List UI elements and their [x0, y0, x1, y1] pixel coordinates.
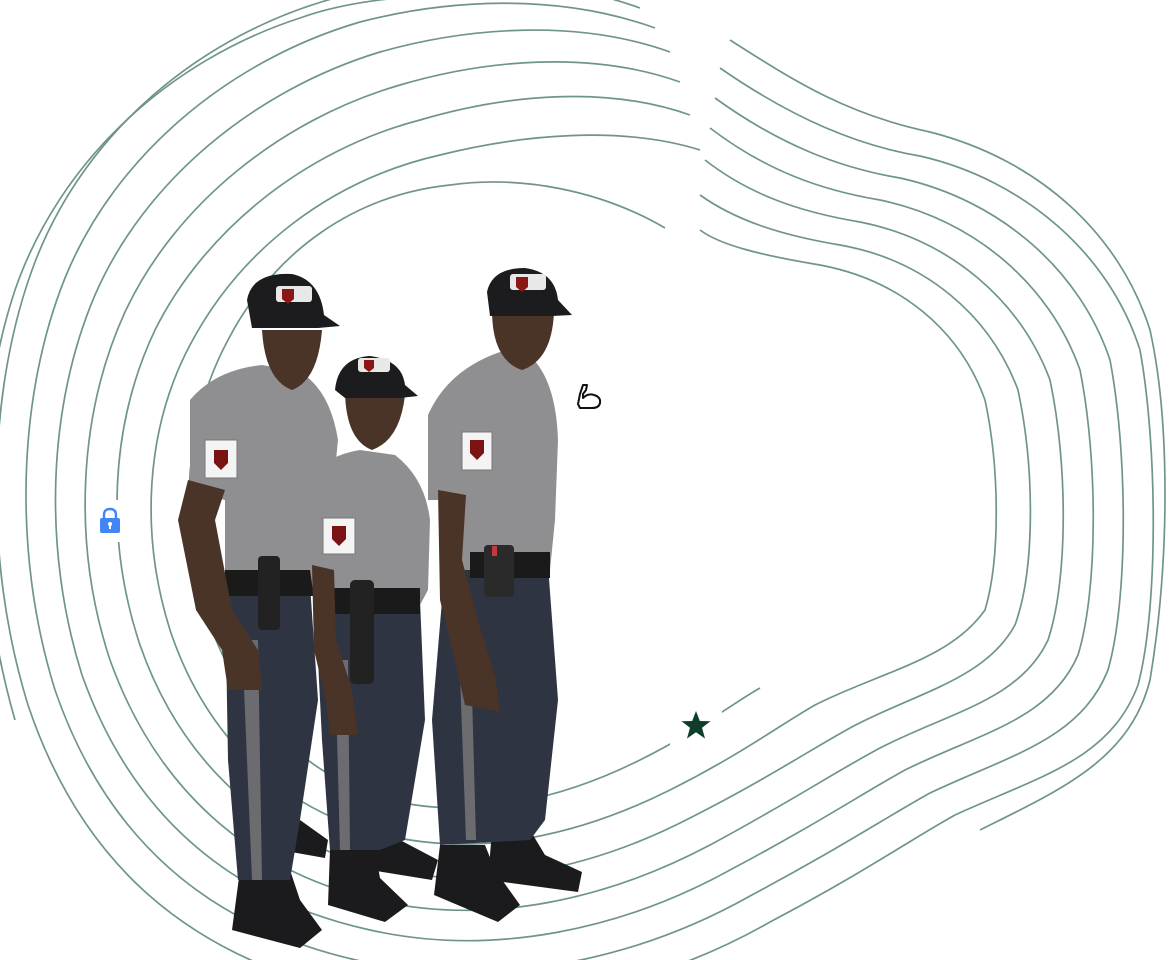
star-badge — [670, 700, 722, 750]
lock-icon — [100, 507, 120, 533]
star-icon — [681, 711, 711, 739]
flexed-arm-icon — [577, 384, 602, 409]
flexed-arm-badge — [568, 376, 610, 416]
guard-right — [428, 268, 582, 922]
guard-middle — [300, 356, 438, 922]
lock-badge — [90, 500, 130, 542]
